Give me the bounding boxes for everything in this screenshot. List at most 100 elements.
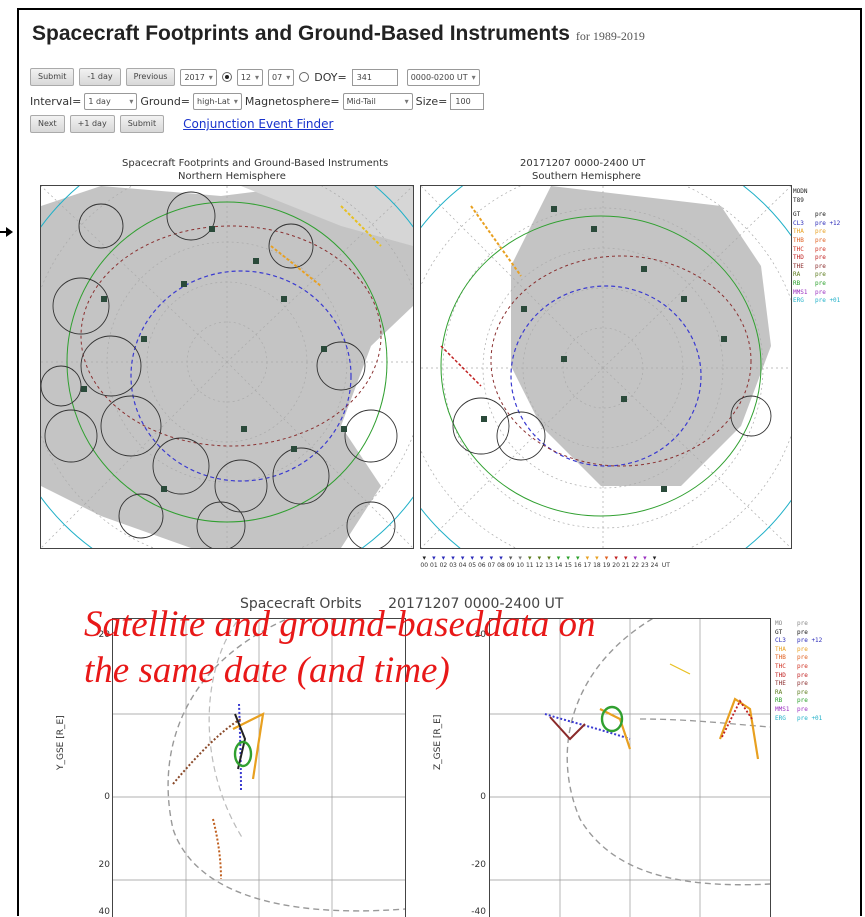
hour-marker-icon: ▾ <box>623 554 628 562</box>
ground-select[interactable]: high-Lat ▾ <box>193 93 242 110</box>
legend-spacecraft: RB <box>775 697 783 705</box>
legend-mode: MODN <box>793 188 808 195</box>
orbit-plot-y-gse <box>112 618 406 917</box>
orbits-datetime: 20171207 0000-2400 UT <box>388 596 564 612</box>
legend-mode: pre +01 <box>797 714 823 722</box>
hour-marker: ▾ 09 <box>506 555 515 570</box>
legend-entry: RA pre <box>793 271 840 280</box>
ground-label: Ground= <box>140 95 191 108</box>
legend-entry: MMS1 pre <box>775 706 822 715</box>
legend-mode: pre <box>815 262 826 270</box>
legend-entry: MO pre <box>775 620 822 629</box>
hour-marker: ▾ 22 <box>631 555 640 570</box>
legend-entry: THC pre <box>775 663 822 672</box>
time-range-select[interactable]: 0000-0200 UT ▾ <box>406 68 480 86</box>
hour-marker-icon: ▾ <box>441 554 446 562</box>
page-title: Spacecraft Footprints and Ground-Based I… <box>32 22 645 46</box>
conjunction-event-finder-link[interactable]: Conjunction Event Finder <box>183 117 334 131</box>
hour-marker-icon: ▾ <box>432 554 436 562</box>
legend-entry: RB pre <box>775 697 822 706</box>
magnetosphere-select[interactable]: Mid-Tail ▾ <box>342 93 413 110</box>
left-ytick: 40 <box>98 907 110 917</box>
hour-marker-label: 19 <box>602 562 611 569</box>
previous-button[interactable]: Previous <box>125 68 176 86</box>
legend-entry: GT pre <box>793 211 840 220</box>
legend-mode: pre <box>797 688 808 696</box>
date-mode-radio[interactable] <box>221 72 232 82</box>
hour-marker: ▾ 03 <box>449 555 458 570</box>
hour-marker: ▾ 24 <box>650 555 659 570</box>
legend-entry: THE pre <box>775 680 822 689</box>
legend-spacecraft: ERG <box>775 714 786 722</box>
legend-entry: CL3 pre +12 <box>793 220 840 229</box>
footprints-datetime: 20171207 0000-2400 UT <box>520 158 646 169</box>
size-input[interactable]: 100 <box>450 93 485 110</box>
legend-entry: THE pre <box>793 263 840 272</box>
legend-spacecraft: CL3 <box>775 637 786 645</box>
hour-marker-label: 04 <box>458 562 467 569</box>
southern-hemisphere-label: Southern Hemisphere <box>532 171 641 182</box>
right-ytick: 0 <box>480 792 486 802</box>
legend-entry: THD pre <box>775 672 822 681</box>
legend-spacecraft: ERG <box>793 297 804 305</box>
legend-mode: pre <box>815 236 826 244</box>
interval-select[interactable]: 1 day ▾ <box>84 93 138 110</box>
hour-marker: ▾ 23 <box>641 555 650 570</box>
hour-marker-label: 03 <box>449 562 457 569</box>
legend-spacecraft: THA <box>775 645 786 653</box>
year-value: 2017 <box>184 72 205 82</box>
hour-marker: ▾ 02 <box>439 554 448 570</box>
hour-marker-label: 24 <box>650 562 659 569</box>
hour-marker-label: 18 <box>593 562 601 569</box>
legend-spacecraft: CL3 <box>793 219 804 227</box>
legend-entry: MMS1 pre <box>793 289 840 298</box>
legend-spacecraft: THD <box>775 671 786 679</box>
ground-value: high-Lat <box>197 97 230 106</box>
legend-model: T89 <box>793 196 804 204</box>
legend-mode: pre <box>797 654 808 662</box>
hour-marker-label: 10 <box>516 562 524 569</box>
pointer-arrow-icon <box>0 227 13 237</box>
orbit-z-graphic <box>490 619 770 917</box>
southern-hemisphere-map <box>420 185 792 549</box>
northern-hemisphere-label: Northern Hemisphere <box>178 171 286 182</box>
left-ytick: -20 <box>95 630 110 640</box>
footprints-legend: MODN T89 GT pre CL3 pre +12 THA pre THB pre THC p… <box>793 188 840 306</box>
hour-marker: ▾ 19 <box>602 555 611 570</box>
legend-mode: pre <box>797 620 808 627</box>
hour-marker-icon: ▾ <box>422 554 426 562</box>
footprints-heading: Spacecraft Footprints and Ground-Based I… <box>122 158 389 169</box>
legend-mode: pre <box>815 211 826 219</box>
minus-one-day-button[interactable]: -1 day <box>79 68 121 86</box>
submit-button-bottom[interactable]: Submit <box>119 115 165 133</box>
plus-one-day-button[interactable]: +1 day <box>69 115 115 133</box>
hour-marker: ▾ 12 <box>535 555 544 570</box>
hour-marker-label: 06 <box>477 562 486 569</box>
month-select[interactable]: 12 ▾ <box>236 68 264 86</box>
legend-spacecraft: MO <box>775 620 783 627</box>
hour-marker-label: 09 <box>506 562 515 569</box>
year-select[interactable]: 2017 ▾ <box>180 68 217 86</box>
hour-marker-label: 17 <box>583 562 592 569</box>
hour-marker-icon: ▾ <box>480 554 484 562</box>
right-ytick: -20 <box>471 630 486 640</box>
hour-marker-label: 14 <box>554 562 563 569</box>
legend-entry: THB pre <box>775 654 822 663</box>
size-label: Size= <box>415 95 448 108</box>
legend-mode: pre +12 <box>797 637 823 645</box>
next-button[interactable]: Next <box>30 115 65 133</box>
submit-button[interactable]: Submit <box>30 68 75 86</box>
hour-marker: ▾ 20 <box>612 555 621 570</box>
control-row-options: Interval= 1 day ▾ Ground= high-Lat ▾ Magne… <box>30 93 485 110</box>
legend-spacecraft: RA <box>775 688 783 696</box>
legend-entry: GT pre <box>775 629 822 638</box>
chevron-down-icon: ▾ <box>404 97 409 106</box>
hour-marker-label: 15 <box>564 562 572 569</box>
doy-mode-radio[interactable] <box>299 72 310 82</box>
hour-marker: ▾ 17 <box>583 554 592 570</box>
day-select[interactable]: 07 ▾ <box>268 68 295 86</box>
doy-input[interactable]: 341 <box>351 68 398 86</box>
hour-marker-icon: ▾ <box>489 554 494 562</box>
hour-marker-icon: ▾ <box>585 554 590 562</box>
legend-entry: RB pre <box>793 280 840 289</box>
